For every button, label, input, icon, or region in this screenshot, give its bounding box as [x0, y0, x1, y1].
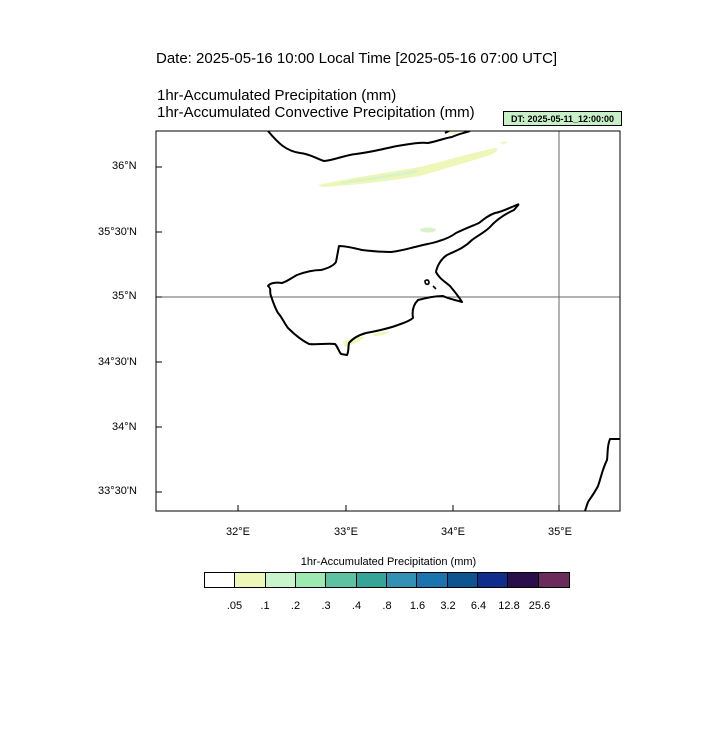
- map-frame: [155, 130, 621, 512]
- map-content: [156, 131, 620, 511]
- legend-tick-label: .4: [351, 600, 362, 612]
- date-title: Date: 2025-05-16 10:00 Local Time [2025-…: [156, 50, 558, 67]
- legend-swatch-1: [235, 573, 266, 587]
- cyprus-coastline: [267, 203, 520, 356]
- variable-title-convective: 1hr-Accumulated Convective Precipitation…: [157, 104, 475, 121]
- precip-inner-band: [340, 170, 418, 184]
- legend-swatch-0: [205, 573, 236, 587]
- lat-label-33-30n: 33°30'N: [98, 485, 137, 497]
- legend-tick-label: 1.6: [409, 600, 426, 612]
- variable-title-precip: 1hr-Accumulated Precipitation (mm): [157, 87, 397, 104]
- lon-label-35e: 35°E: [548, 526, 572, 538]
- precip-band-north-tip: [448, 131, 507, 144]
- cyprus-islet: [424, 279, 437, 290]
- precip-band-north: [318, 148, 498, 187]
- legend-swatch-7: [417, 573, 448, 587]
- legend-tick-label: .2: [290, 600, 301, 612]
- legend-tick-label: 25.6: [528, 600, 551, 612]
- turkey-coastline: [267, 131, 471, 162]
- precip-patch-karpas: [420, 227, 436, 233]
- lat-label-35n: 35°N: [112, 290, 137, 302]
- legend-swatch-4: [326, 573, 357, 587]
- lat-label-35-30n: 35°30'N: [98, 226, 137, 238]
- legend-tick-label: .05: [226, 600, 243, 612]
- lon-label-32e: 32°E: [226, 526, 250, 538]
- lat-label-34n: 34°N: [112, 421, 137, 433]
- legend-title: 1hr-Accumulated Precipitation (mm): [300, 556, 477, 568]
- lon-label-33e: 33°E: [334, 526, 358, 538]
- legend-swatch-8: [447, 573, 478, 587]
- legend-tick-label: .3: [321, 600, 331, 612]
- legend-tick-label: 3.2: [440, 600, 456, 612]
- legend-swatch-5: [356, 573, 387, 587]
- legend-swatch-9: [477, 573, 509, 587]
- legend-swatch-11: [538, 573, 569, 587]
- legend-colorbar: [204, 572, 570, 588]
- lon-ticks: [237, 505, 560, 511]
- lat-label-34-30n: 34°30'N: [98, 356, 137, 368]
- legend-tick-label: .1: [260, 600, 270, 612]
- precip-patch-south: [343, 331, 390, 347]
- legend-tick-label: 12.8: [498, 600, 520, 612]
- legend-tick-label: .8: [382, 600, 392, 612]
- lon-label-34e: 34°E: [441, 526, 465, 538]
- forecast-init-badge: DT: 2025-05-11_12:00:00: [503, 111, 622, 126]
- legend-swatch-2: [265, 573, 296, 587]
- legend-tick-label: 6.4: [470, 600, 487, 612]
- lat-ticks: [156, 166, 162, 493]
- lat-label-36n: 36°N: [112, 160, 137, 172]
- legend-swatch-6: [386, 573, 418, 587]
- legend-swatch-10: [508, 573, 539, 587]
- levant-coastline: [584, 438, 620, 511]
- legend-swatch-3: [295, 573, 327, 587]
